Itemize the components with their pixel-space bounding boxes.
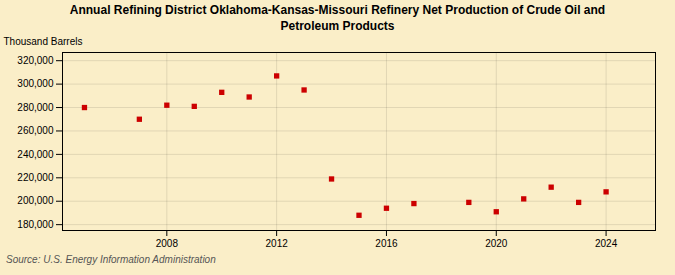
html-text:Source: U.S. Energy Informatio: Source: U.S. Energy Information Administ…	[6, 254, 216, 266]
svg-text:240,000: 240,000	[17, 149, 54, 160]
svg-text:Thousand Barrels: Thousand Barrels	[4, 36, 83, 47]
svg-text:2024: 2024	[595, 238, 618, 249]
svg-text:2016: 2016	[375, 238, 398, 249]
svg-text:200,000: 200,000	[17, 196, 54, 207]
svg-text:220,000: 220,000	[17, 172, 54, 183]
svg-text:280,000: 280,000	[17, 102, 54, 113]
svg-text:320,000: 320,000	[17, 55, 54, 66]
html-text:Annual Refining District Oklah: Annual Refining District Oklahoma-Kansas…	[69, 3, 606, 33]
svg-text:300,000: 300,000	[17, 79, 54, 90]
svg-text:260,000: 260,000	[17, 125, 54, 136]
svg-text:2008: 2008	[156, 238, 179, 249]
svg-text:2012: 2012	[266, 238, 289, 249]
svg-text:2020: 2020	[485, 238, 508, 249]
svg-text:180,000: 180,000	[17, 219, 54, 230]
